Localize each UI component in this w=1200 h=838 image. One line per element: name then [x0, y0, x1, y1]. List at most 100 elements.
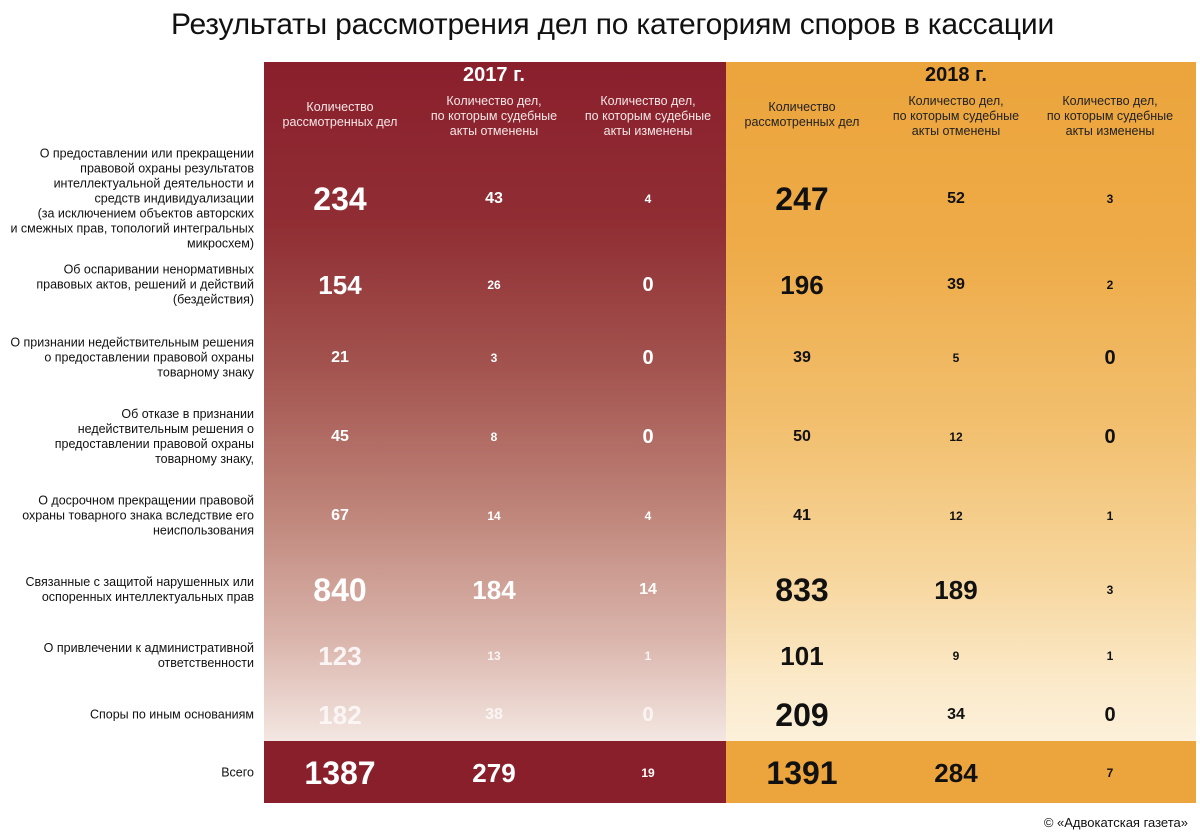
row-label-line: интеллектуальной деятельности и [53, 176, 254, 191]
table-cell: 7 [1106, 766, 1114, 780]
column-header-line: рассмотренных дел [282, 115, 398, 129]
year-2017-header: 2017 г. [463, 64, 525, 86]
column-header: Количество дел, по которым судебные акты и… [568, 94, 728, 139]
table-cell: 50 [793, 428, 811, 445]
total-label: Всего [221, 765, 254, 780]
table-cell: 3 [490, 351, 498, 365]
table-cell: 14 [639, 581, 657, 598]
row-label: О привлечении к административной ответств… [44, 641, 254, 671]
column-header-line: акты отменены [911, 124, 1001, 138]
table-cell: 9 [952, 649, 960, 663]
table-cell: 43 [485, 190, 503, 207]
table-cell: 38 [485, 706, 503, 723]
total-band-2017 [264, 741, 726, 803]
row-label-line: и смежных прав, топологий интегральных [10, 221, 254, 236]
row-label-line: (бездействия) [172, 292, 254, 307]
table-cell: 284 [934, 758, 978, 788]
column-header-line: Количество дел, [600, 94, 696, 108]
table-cell: 14 [487, 509, 501, 523]
row-label-line: средств индивидуализации [94, 191, 255, 206]
table-cell: 12 [949, 430, 963, 444]
row-label-line: (за исключением объектов авторских [37, 206, 254, 221]
column-header: Количество рассмотренных дел [260, 100, 420, 130]
row-label-line: микросхем) [186, 236, 254, 251]
table-cell: 189 [934, 575, 978, 605]
table-cell: 26 [487, 278, 501, 292]
table-cell: 0 [1104, 347, 1116, 369]
table-cell: 1 [644, 649, 652, 663]
row-label: Об отказе в признании недействительным ре… [55, 407, 254, 467]
table-cell: 4 [644, 509, 652, 523]
row-label-line: товарному знаку [157, 365, 254, 380]
table-cell: 279 [472, 758, 516, 788]
column-header: Количество дел, по которым судебные акты о… [414, 94, 574, 139]
credit: © «Адвокатская газета» [1043, 815, 1188, 830]
column-header-line: Количество дел, [446, 94, 542, 108]
table-cell: 41 [793, 507, 811, 524]
table-cell: 12 [949, 509, 963, 523]
column-header-line: акты изменены [1065, 124, 1155, 138]
column-header-line: Количество [306, 100, 374, 114]
table-cell: 101 [780, 641, 824, 671]
column-header: Количество дел, по которым судебные акты и… [1030, 94, 1190, 139]
row-label-line: правовой охраны результатов [80, 161, 254, 176]
row-label-line: Споры по иным основаниям [89, 707, 254, 722]
table-cell: 3 [1106, 192, 1114, 206]
table-cell: 39 [947, 276, 965, 293]
row-label: Об оспаривании ненормативных правовых акт… [36, 263, 254, 308]
row-label-line: охраны товарного знака вследствие его [22, 508, 254, 523]
column-header-line: по которым судебные [584, 109, 712, 123]
table-cell: 247 [775, 181, 829, 217]
table-cell: 19 [641, 766, 655, 780]
row-label-line: Связанные с защитой нарушенных или [25, 575, 254, 589]
row-label-line: О досрочном прекращении правовой [38, 493, 254, 508]
chart-title: Результаты рассмотрения дел по категория… [170, 8, 1055, 41]
row-label-line: О привлечении к административной [43, 641, 254, 655]
table-cell: 1 [1106, 649, 1114, 663]
table-cell: 5 [952, 351, 960, 365]
table-cell: 0 [642, 426, 654, 448]
column-header-line: по которым судебные [892, 109, 1020, 123]
table-cell: 0 [642, 347, 654, 369]
table-cell: 209 [775, 697, 829, 733]
column-header-line: акты отменены [449, 124, 539, 138]
table-cell: 154 [318, 270, 362, 300]
row-label-line: оспоренных интеллектуальных прав [41, 590, 254, 604]
row-label-line: ответственности [157, 656, 254, 670]
row-label-line: Об отказе в признании [121, 407, 254, 421]
row-label-line: товарному знаку, [155, 452, 254, 466]
column-header-line: по которым судебные [430, 109, 558, 123]
table-cell: 196 [780, 270, 824, 300]
table-cell: 123 [318, 641, 362, 671]
row-label-line: правовых актов, решений и действий [36, 277, 254, 292]
table-cell: 833 [775, 572, 829, 608]
column-header: Количество рассмотренных дел [722, 100, 882, 130]
row-label: Связанные с защитой нарушенных или оспоре… [25, 575, 254, 605]
column-header-line: Количество дел, [908, 94, 1004, 108]
row-label-line: неиспользования [153, 523, 254, 538]
row-label-line: О предоставлении или прекращении [39, 146, 254, 161]
row-label-line: о предоставлении правовой охраны [44, 350, 254, 365]
table-cell: 2 [1106, 278, 1114, 292]
table-cell: 34 [947, 706, 965, 723]
row-label-line: предоставлении правовой охраны [54, 437, 254, 451]
table-cell: 13 [487, 649, 501, 663]
table-cell: 45 [331, 428, 349, 445]
table-cell: 4 [644, 192, 652, 206]
table-cell: 1387 [304, 755, 376, 791]
column-header: Количество дел, по которым судебные акты о… [876, 94, 1036, 139]
table-cell: 1391 [766, 755, 838, 791]
column-header-line: по которым судебные [1046, 109, 1174, 123]
table-cell: 1 [1106, 509, 1114, 523]
panel-2017 [264, 62, 726, 803]
table-cell: 67 [331, 507, 349, 524]
table-cell: 184 [472, 575, 516, 605]
table-cell: 21 [331, 349, 349, 366]
table-cell: 8 [490, 430, 498, 444]
panel-2018 [726, 62, 1196, 803]
table-cell: 840 [313, 572, 367, 608]
row-label: О признании недействительным решения о пр… [10, 336, 254, 381]
table-cell: 234 [313, 181, 367, 217]
column-header-line: акты изменены [603, 124, 693, 138]
row-label-line: Об оспаривании ненормативных [63, 262, 254, 277]
